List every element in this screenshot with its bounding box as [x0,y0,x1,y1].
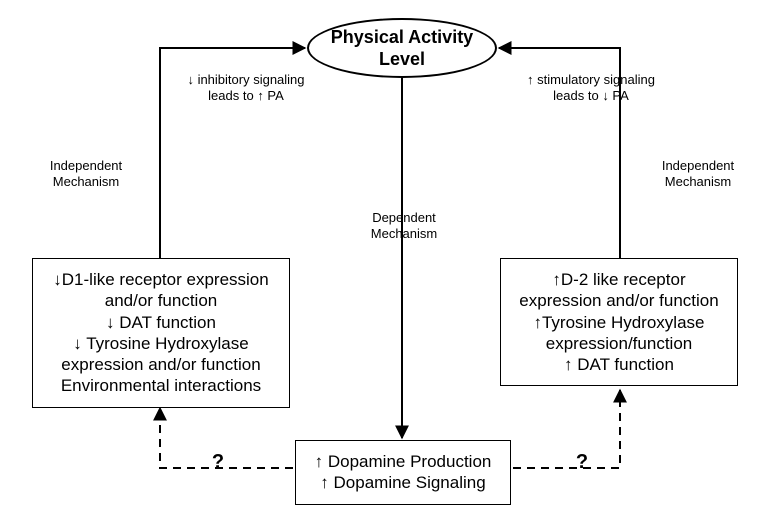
label-question-left: ? [208,450,228,474]
label-text: ↑ stimulatory signalingleads to ↓ PA [527,72,655,103]
box-line: expression and/or function [45,354,277,375]
node-physical-activity: Physical ActivityLevel [307,18,497,78]
box-line: ↑ Dopamine Signaling [308,472,498,493]
label-text: ? [212,451,224,473]
box-line: ↑D-2 like receptor [513,269,725,290]
box-line: and/or function [45,290,277,311]
node-label: Physical ActivityLevel [331,26,473,71]
node-right-box: ↑D-2 like receptor expression and/or fun… [500,258,738,386]
label-left-arrow: ↓ inhibitory signalingleads to ↑ PA [166,72,326,103]
label-text: IndependentMechanism [50,158,122,189]
label-question-right: ? [572,450,592,474]
label-left-mechanism: IndependentMechanism [36,158,136,189]
box-line: expression and/or function [513,290,725,311]
diagram-canvas: Physical ActivityLevel ↓D1-like receptor… [0,0,766,521]
edge-bottom-to-right [513,390,620,468]
node-left-box: ↓D1-like receptor expression and/or func… [32,258,290,408]
node-bottom-box: ↑ Dopamine Production ↑ Dopamine Signali… [295,440,511,505]
box-line: ↑ Dopamine Production [308,451,498,472]
box-line: ↓ DAT function [45,312,277,333]
label-right-mechanism: IndependentMechanism [648,158,748,189]
box-line: expression/function [513,333,725,354]
box-line: Environmental interactions [45,375,277,396]
label-center-mechanism: DependentMechanism [354,210,454,241]
box-line: ↓ Tyrosine Hydroxylase [45,333,277,354]
label-text: ↓ inhibitory signalingleads to ↑ PA [187,72,304,103]
label-right-arrow: ↑ stimulatory signalingleads to ↓ PA [506,72,676,103]
box-line: ↑Tyrosine Hydroxylase [513,312,725,333]
box-line: ↓D1-like receptor expression [45,269,277,290]
label-text: DependentMechanism [371,210,437,241]
label-text: ? [576,451,588,473]
label-text: IndependentMechanism [662,158,734,189]
box-line: ↑ DAT function [513,354,725,375]
